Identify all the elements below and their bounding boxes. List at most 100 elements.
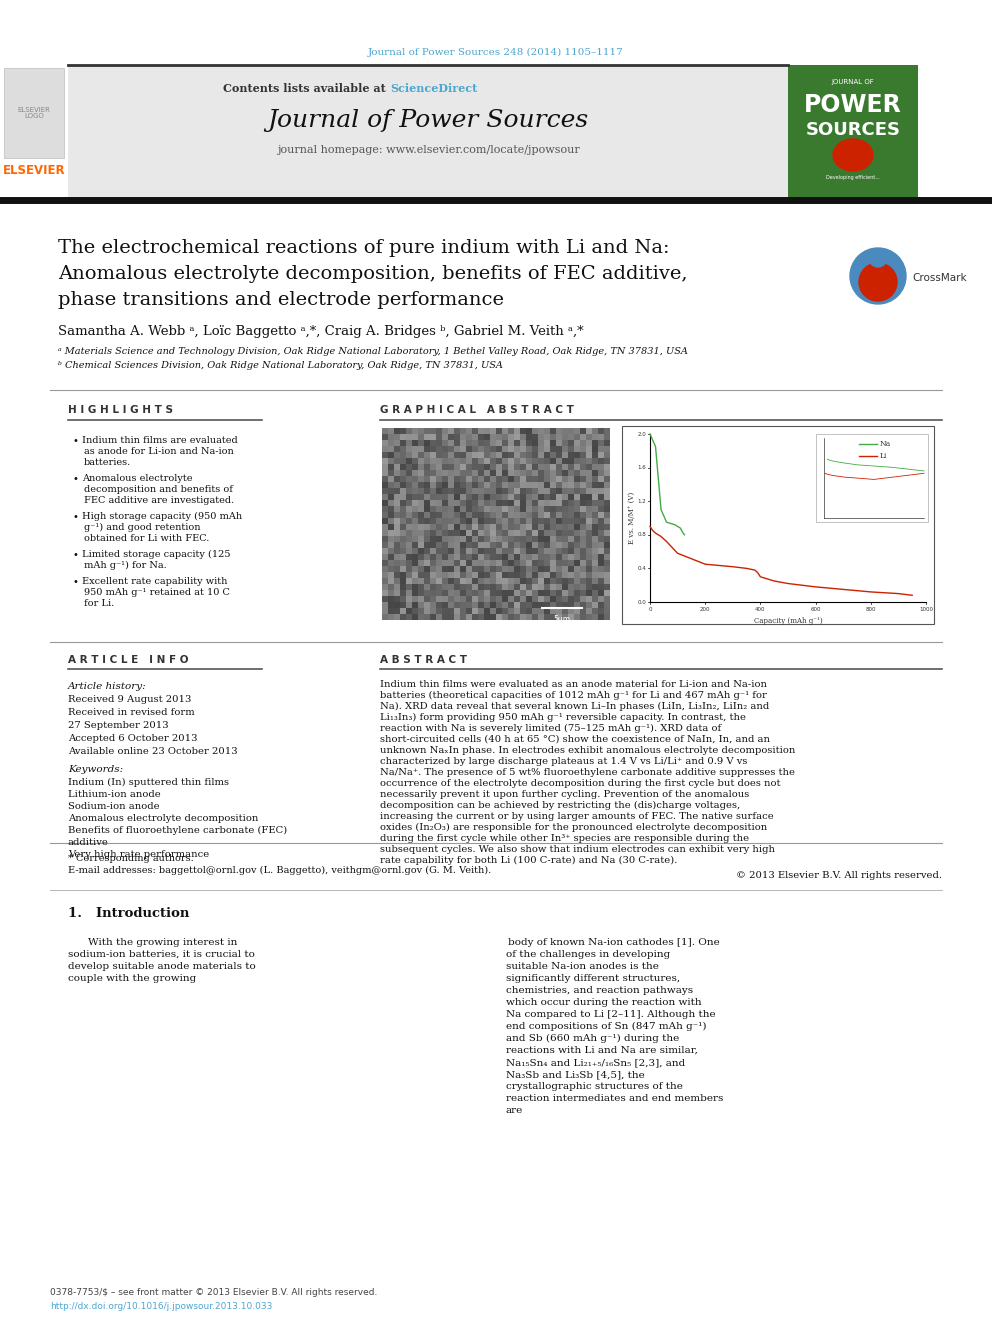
Bar [442,572,448,578]
Bar [514,512,520,519]
Bar [598,554,604,560]
Bar [520,482,526,488]
Bar [604,482,610,488]
Bar [472,476,478,482]
Bar [496,470,502,476]
Bar [412,614,418,620]
Bar [580,542,586,548]
Bar [412,609,418,614]
Text: necessarily prevent it upon further cycling. Prevention of the anomalous: necessarily prevent it upon further cycl… [380,790,749,799]
Bar [406,609,412,614]
Bar [580,441,586,446]
Bar [382,429,388,434]
Bar [472,602,478,609]
Bar [430,548,436,554]
Bar [598,583,604,590]
Bar [544,566,550,572]
Bar [574,595,580,602]
Bar [586,542,592,548]
Bar [562,548,568,554]
Bar [484,590,490,595]
Bar [526,505,532,512]
Bar [448,519,454,524]
Bar [544,519,550,524]
Text: crystallographic structures of the: crystallographic structures of the [506,1082,682,1091]
Text: Contents lists available at: Contents lists available at [223,82,390,94]
Bar [490,500,496,505]
Bar [460,531,466,536]
Bar [556,512,562,519]
Bar [550,464,556,470]
Bar [514,452,520,458]
Text: Na compared to Li [2–11]. Although the: Na compared to Li [2–11]. Although the [506,1009,715,1019]
Text: journal homepage: www.elsevier.com/locate/jpowsour: journal homepage: www.elsevier.com/locat… [277,146,579,155]
Bar [598,470,604,476]
Bar [388,578,394,583]
Text: 600: 600 [810,607,820,613]
Bar [484,614,490,620]
Bar [418,464,424,470]
Bar [406,583,412,590]
Bar [604,602,610,609]
Bar [454,578,460,583]
Bar [472,595,478,602]
Bar [478,452,484,458]
Bar [454,464,460,470]
Text: Received in revised form: Received in revised form [68,708,194,717]
Bar [394,429,400,434]
Bar [520,572,526,578]
Bar [532,560,538,566]
Bar [430,441,436,446]
Text: Very high rate performance: Very high rate performance [68,849,209,859]
Text: additive: additive [68,837,109,847]
Bar [574,590,580,595]
Bar [604,476,610,482]
Text: which occur during the reaction with: which occur during the reaction with [506,998,701,1007]
Bar [562,458,568,464]
Bar [586,524,592,531]
Bar [442,578,448,583]
Bar [502,429,508,434]
Text: Accepted 6 October 2013: Accepted 6 October 2013 [68,734,197,744]
Bar [556,560,562,566]
Bar [538,595,544,602]
Bar [442,609,448,614]
Bar [430,531,436,536]
Bar [394,470,400,476]
Bar [454,458,460,464]
Bar [412,452,418,458]
Bar [604,595,610,602]
Bar [568,512,574,519]
Text: 1.2: 1.2 [637,499,646,504]
Bar [544,554,550,560]
Bar [598,609,604,614]
Bar [544,452,550,458]
Bar [382,566,388,572]
Bar [568,519,574,524]
Bar [412,583,418,590]
Bar [604,458,610,464]
Bar [574,554,580,560]
Bar [478,531,484,536]
Bar [532,542,538,548]
Bar [586,536,592,542]
Bar [502,578,508,583]
Bar [460,554,466,560]
Bar [388,488,394,493]
Bar [418,578,424,583]
Bar [406,505,412,512]
Bar [574,560,580,566]
Bar [514,519,520,524]
Bar [406,560,412,566]
Bar [592,614,598,620]
Bar [400,566,406,572]
Bar [430,554,436,560]
Bar [478,488,484,493]
Bar [580,482,586,488]
Text: http://dx.doi.org/10.1016/j.jpowsour.2013.10.033: http://dx.doi.org/10.1016/j.jpowsour.201… [50,1302,273,1311]
Bar [520,476,526,482]
Bar [484,542,490,548]
Bar [448,476,454,482]
Bar [394,493,400,500]
Bar [604,500,610,505]
